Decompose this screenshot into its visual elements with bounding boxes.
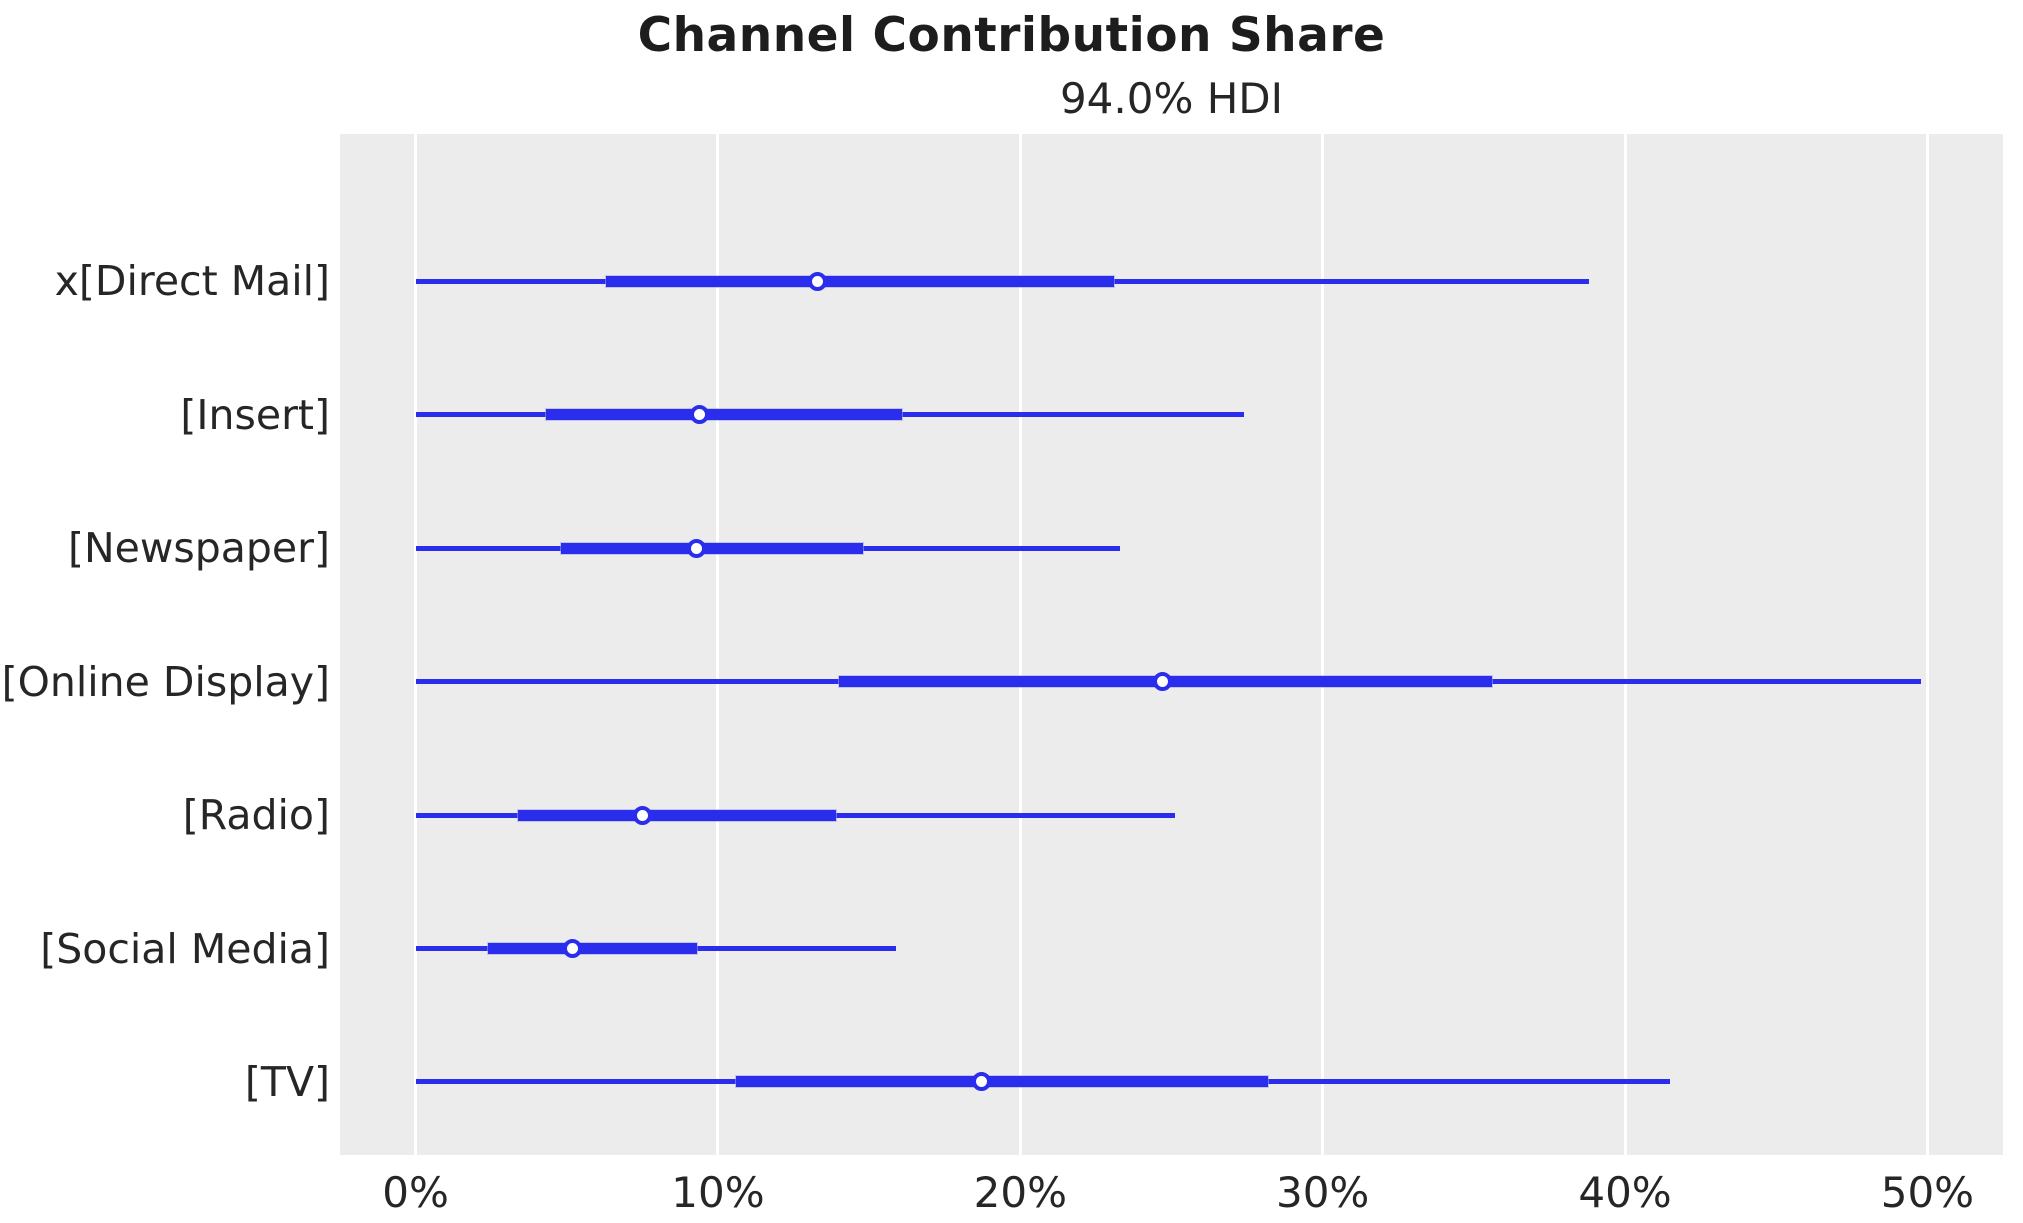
- x-tick-label: 20%: [973, 1168, 1067, 1217]
- interquartile-bar: [545, 409, 903, 421]
- y-axis-label: x[Direct Mail]: [54, 257, 330, 306]
- y-axis-label: [Social Media]: [40, 924, 330, 973]
- point-estimate-marker: [687, 538, 707, 558]
- interquartile-bar: [736, 1076, 1269, 1088]
- hdi-subtitle: 94.0% HDI: [1059, 74, 1284, 123]
- interquartile-bar: [560, 542, 864, 554]
- point-estimate-marker: [690, 405, 710, 425]
- point-estimate-marker: [808, 271, 828, 291]
- gridline: [1321, 134, 1325, 1155]
- y-axis-label: [Newspaper]: [67, 524, 330, 572]
- point-estimate-marker: [1152, 672, 1172, 691]
- interquartile-bar: [488, 943, 697, 954]
- figure-title: Channel Contribution Share: [637, 8, 1386, 63]
- plot-area: [340, 134, 2003, 1155]
- x-tick-label: 50%: [1880, 1168, 1975, 1217]
- x-tick-label: 0%: [382, 1168, 449, 1217]
- interquartile-bar: [518, 809, 836, 821]
- point-estimate-marker: [563, 939, 583, 958]
- x-tick-label: 40%: [1578, 1168, 1672, 1217]
- interquartile-bar: [606, 275, 1115, 287]
- y-axis-label: [TV]: [244, 1057, 330, 1106]
- gridline: [1623, 134, 1627, 1155]
- gridline: [1925, 134, 1929, 1155]
- gridline: [716, 134, 720, 1155]
- x-tick-label: 30%: [1275, 1168, 1370, 1217]
- y-axis-label: [Online Display]: [1, 657, 330, 706]
- gridline: [1018, 134, 1022, 1155]
- y-axis-label: [Radio]: [182, 791, 330, 839]
- x-tick-label: 10%: [671, 1168, 765, 1217]
- point-estimate-marker: [632, 805, 652, 825]
- point-estimate-marker: [971, 1072, 991, 1092]
- y-axis-label: [Insert]: [180, 390, 330, 439]
- gridline: [414, 134, 418, 1155]
